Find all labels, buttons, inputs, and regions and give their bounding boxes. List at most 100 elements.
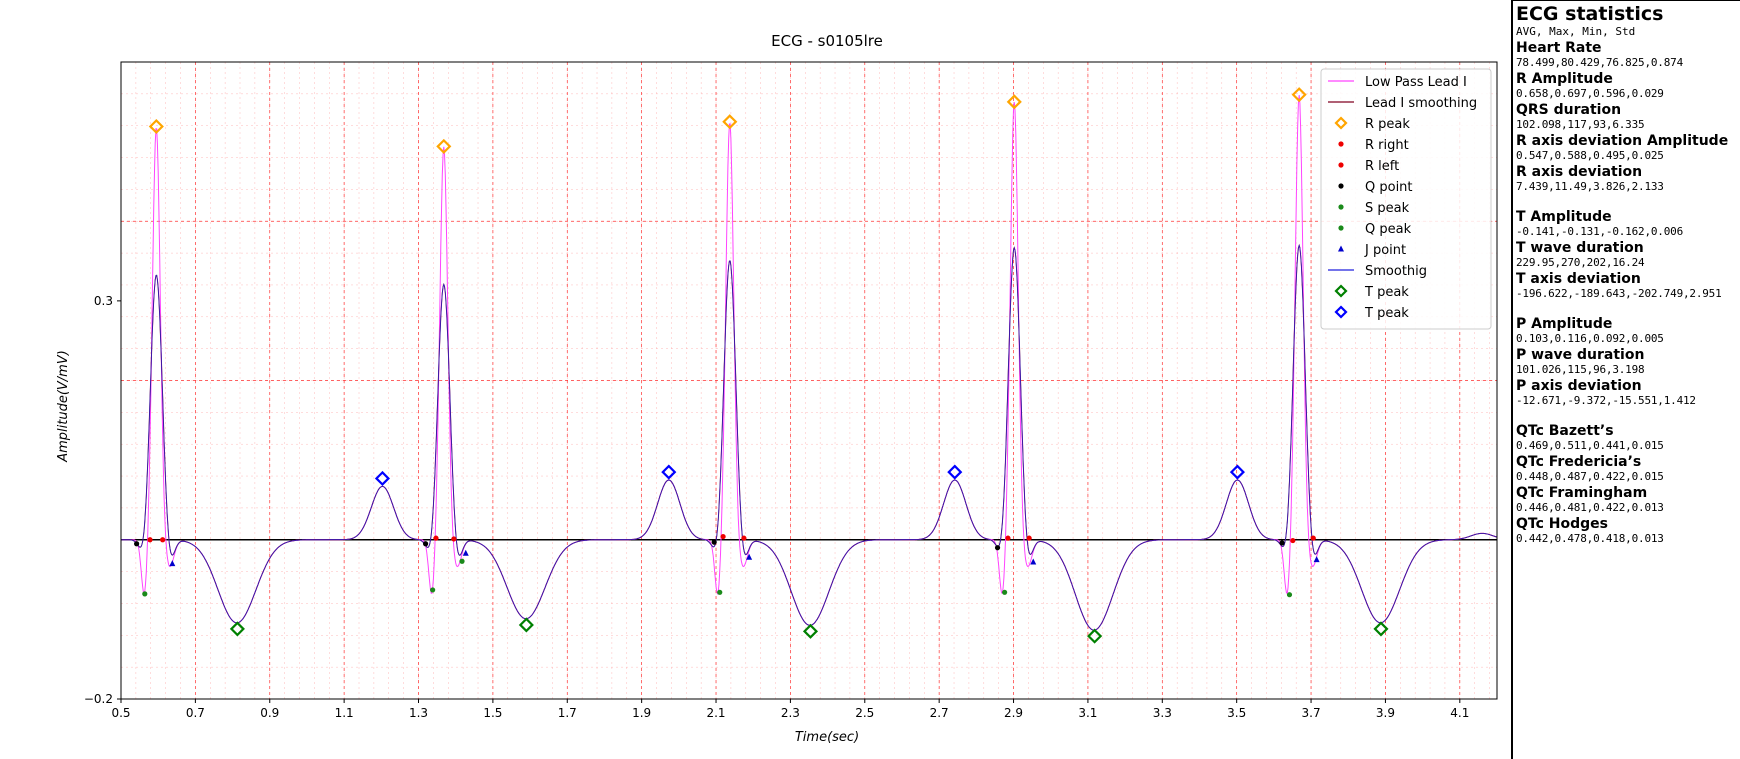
s-peak-marker [717,589,723,595]
stat-value: 0.448,0.487,0.422,0.015 [1516,470,1664,483]
legend-triangle-swatch [1338,245,1344,252]
smoothig-line [121,244,1498,631]
stat-label: QTc Framingham [1516,485,1648,501]
stat-label: P wave duration [1516,347,1645,363]
stat-value: 101.026,115,96,3.198 [1516,363,1645,376]
legend-label: Smoothig [1365,264,1427,279]
legend-label: Q peak [1365,222,1412,237]
stat-value: 0.658,0.697,0.596,0.029 [1516,87,1664,100]
stats-groups: Heart Rate 78.499,80.429,76.825,0.874 R Am… [1516,40,1740,545]
stat-group: QRS duration 102.098,117,93,6.335 [1516,102,1740,131]
legend-label: R right [1365,138,1409,153]
x-tick-label: 2.5 [855,706,874,720]
ecg-chart-area: ECG - s0105lre 0.5 0.7 0.9 1.1 1.3 1.5 1.7 1.9 2… [56,32,1498,745]
stat-value: 102.098,117,93,6.335 [1516,118,1645,131]
stat-label: QTc Fredericia’s [1516,454,1642,470]
stat-group: Heart Rate 78.499,80.429,76.825,0.874 [1516,40,1740,69]
x-tick-label: 0.7 [186,706,205,720]
stat-label: T wave duration [1516,240,1644,256]
series-layer [121,95,1498,631]
stat-label: Heart Rate [1516,40,1602,56]
r-right-marker [1005,535,1011,541]
stat-label: T Amplitude [1516,209,1612,225]
stat-value: -0.141,-0.131,-0.162,0.006 [1516,225,1683,238]
stat-group: QTc Bazett’s 0.469,0.511,0.441,0.015 [1516,423,1740,452]
r-peak-marker [722,114,738,130]
r-left-marker [741,535,747,541]
legend-diamond-swatch [1334,284,1348,298]
j-point-marker [462,549,469,556]
r-left-marker [1310,535,1316,541]
t-peak-green-marker [1373,621,1389,637]
j-point-marker [169,560,176,567]
legend: Low Pass Lead I Lead I smoothing R peak R r… [1320,68,1492,330]
x-tick-label: 3.7 [1302,706,1321,720]
stat-group: R axis deviation Amplitude 0.547,0.588,0.… [1516,133,1740,162]
y-axis-ticks: 0.3 −0.2 [84,294,121,706]
stat-value: 7.439,11.49,3.826,2.133 [1516,180,1664,193]
x-tick-label: 3.1 [1078,706,1097,720]
stat-value: 0.103,0.116,0.092,0.005 [1516,332,1664,345]
x-tick-label: 3.5 [1227,706,1246,720]
r-peak-marker [1291,87,1307,103]
x-tick-label: 2.3 [781,706,800,720]
ecg-chart: ECG - s0105lre 0.5 0.7 0.9 1.1 1.3 1.5 1.7 1.9 2… [56,32,1498,745]
r-peak-marker [436,138,452,154]
low-pass-lead-i-line [121,95,1498,631]
t-peak-blue-marker [947,464,963,480]
stat-label: QTc Hodges [1516,516,1608,532]
stat-group: QTc Hodges 0.442,0.478,0.418,0.013 [1516,516,1740,545]
x-tick-label: 2.9 [1004,706,1023,720]
plot-frame [120,61,1498,700]
s-peak-marker [1002,589,1008,595]
legend-box [1320,68,1492,330]
t-peak-green-marker [802,623,819,639]
t-peak-green-marker [229,621,245,637]
x-tick-label: 0.9 [260,706,279,720]
stat-group: P Amplitude 0.103,0.116,0.092,0.005 [1516,316,1740,345]
lead-i-smoothing-line [121,243,1498,631]
legend-dot-swatch [1338,183,1344,189]
legend-label: S peak [1365,201,1410,216]
s-peak-marker [142,591,148,597]
chart-title: ECG - s0105lre [771,32,883,50]
legend-dot-swatch [1338,204,1344,210]
t-peak-green-marker [1087,628,1103,644]
legend-label: Low Pass Lead I [1365,75,1467,90]
stat-label: P Amplitude [1516,316,1613,332]
legend-label: Lead I smoothing [1365,96,1477,111]
stat-value: 0.469,0.511,0.441,0.015 [1516,439,1664,452]
r-left-marker [1026,535,1032,541]
stat-group: P axis deviation -12.671,-9.372,-15.551,1… [1516,378,1740,407]
r-peak-marker [1006,94,1022,110]
legend-label: R left [1365,159,1399,174]
q-point-marker [422,541,429,547]
q-point-marker [994,545,1001,551]
r-left-marker [451,536,457,542]
r-right-marker [433,535,439,541]
r-right-marker [1290,537,1296,544]
q-point-marker [1279,540,1285,546]
stat-group: P wave duration 101.026,115,96,3.198 [1516,347,1740,376]
stat-group: T wave duration 229.95,270,202,16.24 [1516,240,1740,269]
marker-layer [134,87,1389,644]
stat-value: 78.499,80.429,76.825,0.874 [1516,56,1683,69]
x-tick-label: 2.7 [930,706,949,720]
stat-value: 0.442,0.478,0.418,0.013 [1516,532,1664,545]
s-peak-marker [1286,592,1293,598]
r-peak-marker [148,118,164,135]
x-tick-label: 3.3 [1153,706,1172,720]
stat-label: T axis deviation [1516,271,1641,287]
j-point-marker [746,553,753,560]
j-point-marker [1030,558,1037,565]
stats-title: ECG statistics [1516,3,1664,25]
legend-label: T peak [1364,285,1409,300]
x-tick-label: 1.3 [409,706,428,720]
legend-label: T peak [1364,306,1409,321]
q-peak-marker [459,558,465,564]
stat-group: T axis deviation -196.622,-189.643,-202.7… [1516,271,1740,300]
legend-diamond-swatch [1334,116,1348,130]
x-axis-label: Time(sec) [795,730,859,745]
x-tick-label: 4.1 [1450,706,1469,720]
stat-value: 0.446,0.481,0.422,0.013 [1516,501,1664,514]
